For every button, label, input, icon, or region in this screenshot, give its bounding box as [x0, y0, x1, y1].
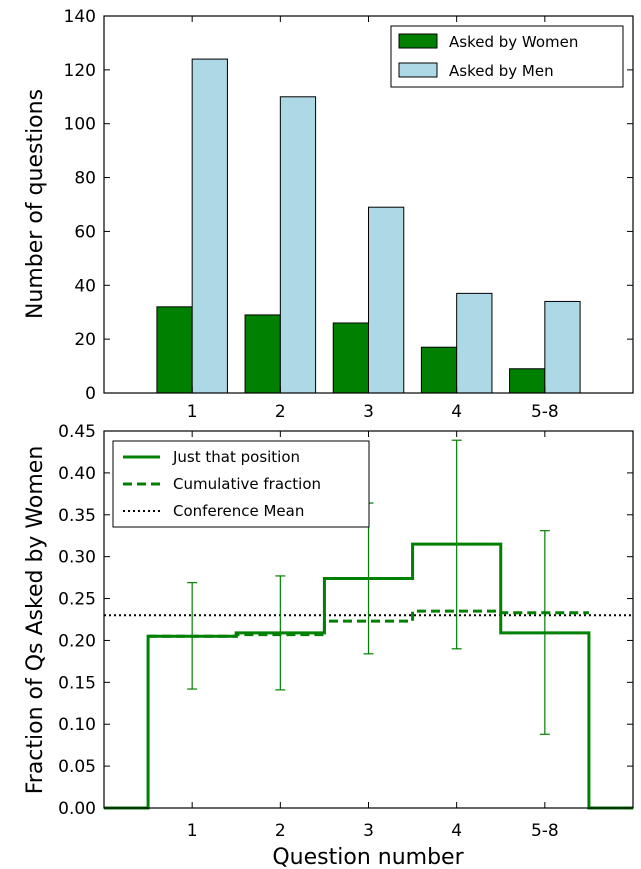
bar-asked-by-men-4 — [456, 292, 493, 394]
top-ytick-label-0: 0 — [85, 384, 96, 404]
bottom-ytick-label-0-25: 0.25 — [58, 590, 96, 610]
bar-asked-by-women-1 — [156, 306, 193, 394]
bottom-xtick-label-1: 1 — [187, 821, 198, 841]
bottom-ytick-label-0-05: 0.05 — [58, 757, 96, 777]
bottom-legend: Just that position Cumulative fraction C… — [112, 440, 370, 528]
top-xtick-label-2: 2 — [275, 402, 286, 422]
bar-asked-by-women-2 — [244, 314, 281, 394]
top-ytick-label-140: 140 — [64, 7, 96, 27]
legend-label-men: Asked by Men — [449, 62, 554, 80]
top-ytick-label-60: 60 — [74, 222, 96, 242]
bottom-xtick-label-5-8: 5-8 — [531, 821, 559, 841]
bar-chart-panel: Number of questions 0 20 40 60 80 100 120 140 1… — [23, 7, 634, 422]
bar-asked-by-men-3 — [368, 206, 405, 394]
legend-label-cumulative: Cumulative fraction — [173, 475, 321, 493]
bottom-ytick-label-0-15: 0.15 — [58, 673, 96, 693]
bottom-ytick-label-0-45: 0.45 — [58, 422, 96, 442]
fraction-chart-panel: Fraction of Qs Asked by Women Question n… — [23, 422, 634, 869]
bottom-ytick-label-0-30: 0.30 — [58, 548, 96, 568]
legend-label-women: Asked by Women — [449, 33, 578, 51]
bottom-ytick-label-0-40: 0.40 — [58, 464, 96, 484]
bar-asked-by-men-2 — [279, 96, 317, 394]
top-ytick-label-40: 40 — [74, 276, 96, 296]
top-ytick-label-20: 20 — [74, 330, 96, 350]
top-xtick-label-1: 1 — [187, 402, 198, 422]
bar-asked-by-men-5-8 — [544, 300, 581, 394]
top-xtick-label-3: 3 — [363, 402, 374, 422]
top-ytick-label-100: 100 — [64, 115, 96, 135]
legend-label-just-position: Just that position — [172, 448, 300, 466]
legend-label-conference-mean: Conference Mean — [173, 502, 304, 520]
bar-asked-by-women-3 — [332, 322, 370, 394]
legend-swatch-women — [398, 33, 438, 49]
top-xtick-label-4: 4 — [451, 402, 462, 422]
top-ytick-label-80: 80 — [74, 169, 96, 189]
bottom-y-axis-title: Fraction of Qs Asked by Women — [23, 446, 48, 795]
bar-asked-by-women-5-8 — [509, 368, 546, 394]
top-xtick-label-5-8: 5-8 — [531, 402, 559, 422]
bottom-x-axis-title: Question number — [272, 845, 464, 869]
bottom-xtick-label-3: 3 — [363, 821, 374, 841]
bar-asked-by-women-4 — [420, 346, 458, 394]
legend-swatch-men — [398, 62, 438, 78]
bottom-ytick-label-0-10: 0.10 — [58, 715, 96, 735]
bar-asked-by-men-1 — [191, 58, 228, 394]
bottom-ytick-label-0-20: 0.20 — [58, 631, 96, 651]
top-legend: Asked by Women Asked by Men — [390, 25, 624, 88]
bottom-xtick-label-2: 2 — [275, 821, 286, 841]
top-ytick-label-120: 120 — [64, 61, 96, 81]
bottom-ytick-label-0-35: 0.35 — [58, 506, 96, 526]
bottom-xtick-label-4: 4 — [451, 821, 462, 841]
bottom-ytick-label-0-00: 0.00 — [58, 799, 96, 819]
top-y-axis-title: Number of questions — [23, 89, 48, 319]
